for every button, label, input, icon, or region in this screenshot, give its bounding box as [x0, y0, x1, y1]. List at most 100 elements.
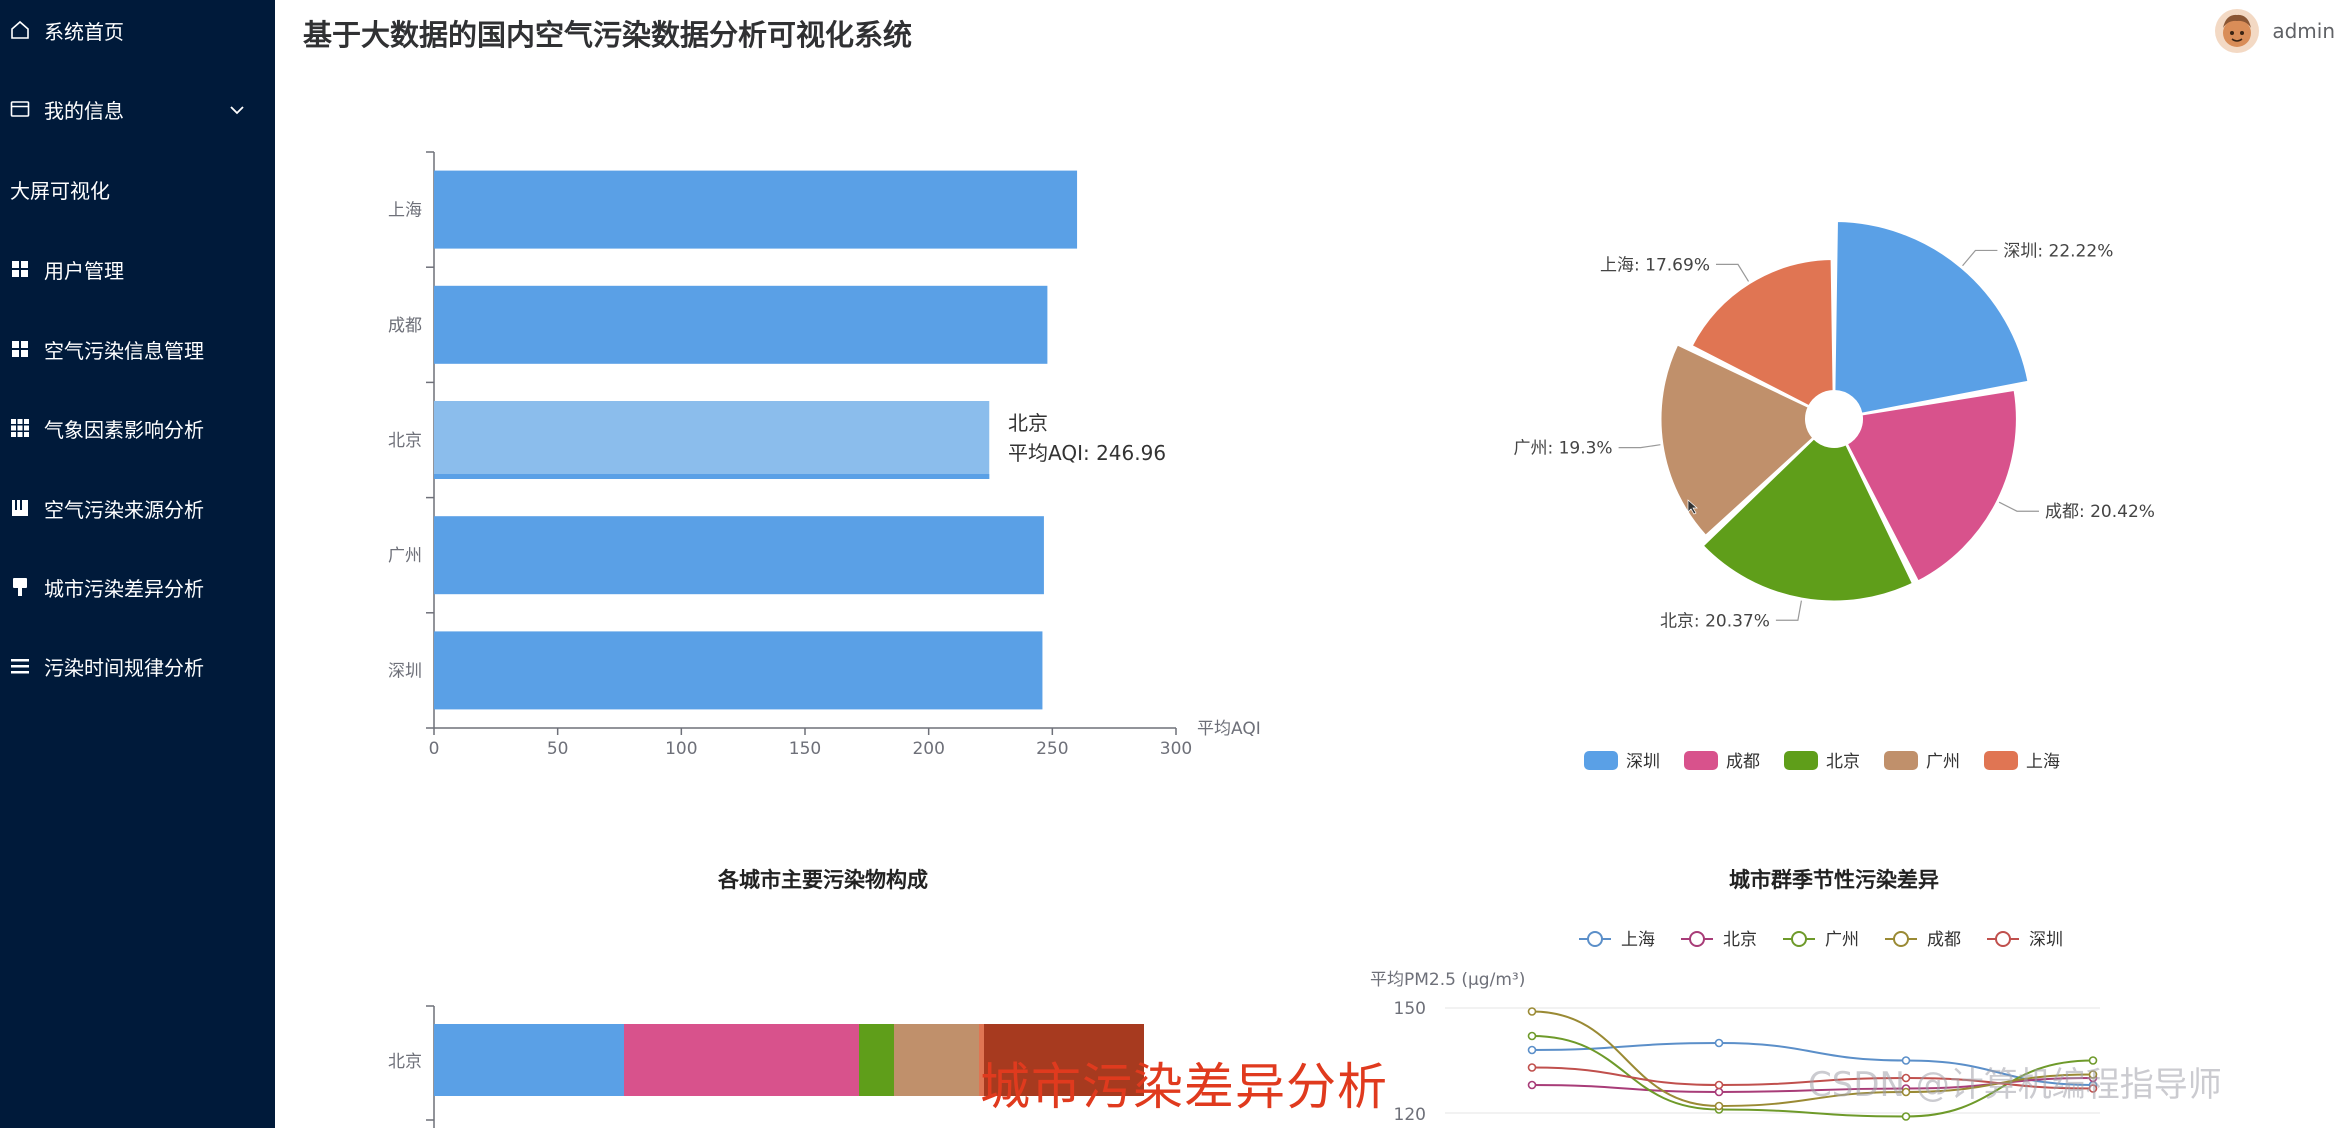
line-chart-title: 城市群季节性污染差异 [1729, 868, 1939, 892]
y-tick-label: 北京 [388, 1052, 422, 1072]
nav-item-pollution-info[interactable]: 空气污染信息管理 [0, 319, 275, 379]
pie-slice[interactable] [1690, 258, 1835, 408]
page-title: 基于大数据的国内空气污染数据分析可视化系统 [303, 18, 913, 52]
legend-label[interactable]: 成都 [1927, 930, 1961, 950]
data-point[interactable] [1714, 1080, 1724, 1090]
slice-label: 成都: 20.42% [2045, 502, 2155, 522]
legend-swatch[interactable] [1784, 751, 1818, 770]
data-point[interactable] [1527, 1031, 1537, 1041]
legend-label[interactable]: 深圳 [2029, 930, 2063, 950]
bar[interactable] [434, 516, 1044, 595]
y-axis-label: 平均PM2.5 (μg/m³) [1370, 970, 1525, 990]
y-tick-label: 北京 [388, 431, 422, 451]
x-tick-label: 50 [547, 739, 569, 759]
nav-item-source-analysis[interactable]: 空气污染来源分析 [0, 478, 275, 538]
label-leader-line [1962, 249, 1998, 267]
data-point[interactable] [1901, 1112, 1911, 1121]
legend-label[interactable]: 上海 [1621, 930, 1655, 950]
legend-swatch[interactable] [1584, 751, 1618, 770]
bar[interactable] [434, 631, 1043, 710]
bar[interactable] [434, 170, 1078, 249]
nav-item-my-info[interactable]: 我的信息 [0, 79, 275, 139]
grid-icon [10, 339, 30, 359]
tooltip-title: 北京 [1008, 411, 1048, 435]
legend-marker[interactable] [1689, 931, 1705, 947]
pie-slice[interactable] [1701, 437, 1914, 603]
nav-item-label: 城市污染差异分析 [44, 576, 204, 601]
label-leader-line [1618, 444, 1661, 449]
y-tick-label: 广州 [388, 546, 422, 566]
legend-swatch[interactable] [1984, 751, 2018, 770]
stacked-segment[interactable] [624, 1024, 859, 1096]
nav-item-time-pattern[interactable]: 污染时间规律分析 [0, 636, 275, 696]
bar[interactable] [434, 401, 990, 479]
nav-item-label: 我的信息 [44, 98, 124, 123]
legend-marker[interactable] [1791, 931, 1807, 947]
x-tick-label: 300 [1160, 739, 1192, 759]
nav-item-user-management[interactable]: 用户管理 [0, 239, 275, 299]
nav-item-home[interactable]: 系统首页 [0, 0, 275, 60]
user-menu[interactable]: admin [2214, 8, 2335, 54]
legend-label[interactable]: 广州 [1926, 752, 1960, 772]
legend-label[interactable]: 北京 [1826, 752, 1860, 772]
legend-marker[interactable] [1995, 931, 2011, 947]
pie-slice[interactable] [1845, 388, 2018, 583]
data-point[interactable] [1714, 1087, 1724, 1097]
x-axis-label: 平均AQI [1197, 719, 1261, 739]
legend-label[interactable]: 深圳 [1626, 752, 1660, 772]
bar[interactable] [434, 285, 1048, 364]
data-point[interactable] [1527, 1007, 1537, 1016]
slice-label: 北京: 20.37% [1660, 611, 1770, 631]
nav-item-big-screen[interactable]: 大屏可视化 [0, 159, 275, 219]
y-tick-label: 120 [1394, 1105, 1426, 1125]
nav-item-label: 大屏可视化 [10, 178, 110, 203]
label-leader-line [1775, 600, 1803, 621]
data-point[interactable] [1714, 1105, 1724, 1114]
nav-item-label: 空气污染信息管理 [44, 338, 204, 363]
chevron-down-icon[interactable] [229, 97, 245, 121]
stacked-segment[interactable] [894, 1024, 979, 1096]
avatar[interactable] [2214, 8, 2260, 54]
label-leader-line [1998, 501, 2039, 512]
stacked-segment[interactable] [859, 1024, 894, 1096]
legend-marker[interactable] [1893, 931, 1909, 947]
data-point[interactable] [1527, 1045, 1537, 1055]
nav-item-city-difference[interactable]: 城市污染差异分析 [0, 557, 275, 617]
nav-item-weather-analysis[interactable]: 气象因素影响分析 [0, 398, 275, 458]
home-icon [10, 20, 30, 40]
data-point[interactable] [1714, 1101, 1724, 1111]
data-point[interactable] [1714, 1038, 1724, 1048]
watermark: CSDN @计算机编程指导师 [1808, 1065, 2222, 1105]
data-point[interactable] [1527, 1080, 1537, 1090]
list-icon [10, 656, 30, 676]
legend-label[interactable]: 广州 [1825, 930, 1859, 950]
nav-item-label: 系统首页 [44, 19, 124, 44]
legend-label[interactable]: 北京 [1723, 930, 1757, 950]
nav-item-label: 用户管理 [44, 258, 124, 283]
tooltip-text: 平均AQI: 246.96 [1008, 441, 1166, 465]
legend-marker[interactable] [1587, 931, 1603, 947]
pie-slice[interactable] [1659, 343, 1815, 537]
overlay-caption: 城市污染差异分析 [980, 1058, 1388, 1116]
pie-slice[interactable] [1833, 220, 2030, 415]
bar-highlight-edge [434, 474, 990, 479]
y-tick-label: 150 [1394, 999, 1426, 1019]
x-tick-label: 100 [665, 739, 697, 759]
stacked-segment[interactable] [434, 1024, 624, 1096]
y-tick-label: 成都 [388, 316, 422, 336]
grid-icon [10, 259, 30, 279]
data-point[interactable] [1527, 1063, 1537, 1072]
legend-swatch[interactable] [1884, 751, 1918, 770]
legend-label[interactable]: 上海 [2026, 752, 2060, 772]
x-tick-label: 250 [1036, 739, 1068, 759]
grid9-icon [10, 418, 30, 438]
doc-icon [10, 498, 30, 518]
x-tick-label: 200 [912, 739, 944, 759]
nav-item-label: 空气污染来源分析 [44, 497, 204, 522]
legend-label[interactable]: 成都 [1726, 752, 1760, 772]
legend-swatch[interactable] [1684, 751, 1718, 770]
label-leader-line [1715, 263, 1750, 282]
